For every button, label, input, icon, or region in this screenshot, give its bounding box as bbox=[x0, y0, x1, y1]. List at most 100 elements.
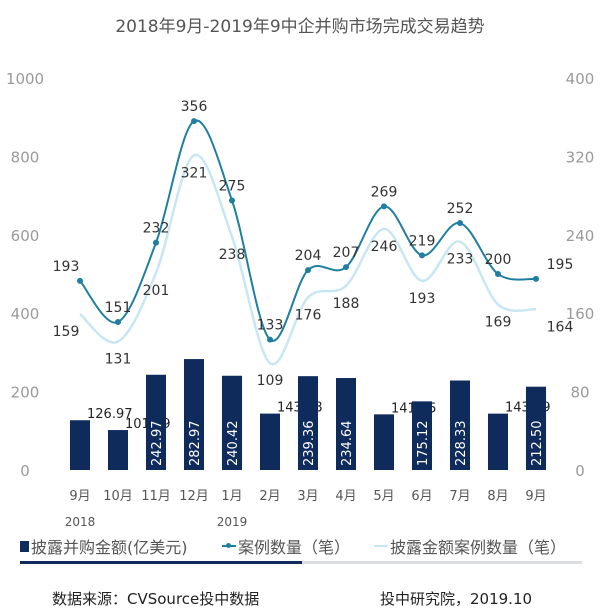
bar-data-label: 240.42 bbox=[226, 421, 241, 467]
x-axis-tick: 10月 bbox=[103, 489, 133, 504]
bar bbox=[450, 380, 470, 470]
x-axis-tick: 9月 bbox=[69, 489, 90, 504]
bar-data-label: 228.33 bbox=[454, 421, 469, 467]
x-axis-tick: 11月 bbox=[141, 489, 171, 504]
left-axis-tick: 400 bbox=[11, 305, 40, 323]
left-axis-tick: 0 bbox=[20, 462, 30, 480]
legend-item-amount: 披露并购金额(亿美元) bbox=[20, 534, 188, 558]
legend-label: 案例数量（笔） bbox=[238, 538, 351, 557]
disclosed-cases-data-label: 246 bbox=[371, 239, 398, 255]
disclosed-cases-line bbox=[79, 153, 537, 366]
cases-data-label: 151 bbox=[105, 300, 132, 316]
disclosed-cases-data-label: 188 bbox=[333, 296, 360, 312]
x-axis-tick: 6月 bbox=[411, 489, 432, 504]
disclosed-cases-data-label: 201 bbox=[143, 283, 170, 299]
bar bbox=[184, 359, 204, 470]
legend-item-disclosed-cases: 披露金额案例数量（笔） bbox=[374, 534, 566, 558]
cases-data-label: 356 bbox=[181, 99, 208, 115]
disclosed-cases-data-label: 321 bbox=[181, 165, 208, 181]
cases-point bbox=[229, 197, 235, 204]
x-axis-tick: 12月 bbox=[179, 489, 209, 504]
cases-data-label: 193 bbox=[53, 259, 80, 275]
right-axis-tick: 160 bbox=[566, 305, 595, 323]
disclosed-cases-data-label: 193 bbox=[409, 291, 436, 307]
bar bbox=[298, 376, 318, 470]
x-axis-tick: 8月 bbox=[487, 489, 508, 504]
legend-line-swatch bbox=[374, 545, 388, 547]
bar-data-label: 242.97 bbox=[150, 421, 165, 467]
cases-data-label: 204 bbox=[295, 248, 322, 264]
cases-point bbox=[77, 277, 83, 284]
x-axis-tick: 4月 bbox=[335, 489, 356, 504]
bar bbox=[70, 420, 90, 470]
bar-data-label: 175.12 bbox=[416, 421, 431, 467]
cases-point bbox=[305, 267, 311, 274]
bar bbox=[374, 414, 394, 470]
right-axis-tick: 0 bbox=[575, 462, 585, 480]
disclosed-cases-data-label: 176 bbox=[295, 308, 322, 324]
bar bbox=[526, 386, 546, 470]
cases-data-label: 269 bbox=[371, 184, 398, 200]
cases-point bbox=[419, 252, 425, 259]
cases-point bbox=[343, 264, 349, 271]
x-axis-tick: 3月 bbox=[297, 489, 318, 504]
left-axis-tick: 800 bbox=[11, 148, 40, 166]
cases-point bbox=[267, 336, 273, 343]
disclosed-cases-data-label: 131 bbox=[105, 352, 132, 368]
left-axis-tick: 600 bbox=[11, 227, 40, 245]
cases-point bbox=[381, 203, 387, 210]
cases-data-label: 133 bbox=[257, 318, 284, 334]
year-label: 2019 bbox=[217, 515, 248, 529]
right-axis-tick: 400 bbox=[566, 70, 595, 88]
disclosed-cases-data-label: 233 bbox=[447, 252, 474, 268]
bar-data-label: 126.97 bbox=[87, 407, 133, 422]
bar bbox=[146, 374, 166, 470]
left-axis-tick: 200 bbox=[11, 384, 40, 402]
cases-point bbox=[115, 319, 121, 326]
bar-data-label: 239.36 bbox=[302, 421, 317, 467]
year-label: 2018 bbox=[65, 515, 96, 529]
cases-data-label: 252 bbox=[447, 201, 474, 217]
cases-data-label: 207 bbox=[333, 245, 360, 261]
cases-point bbox=[495, 271, 501, 277]
right-axis-tick: 240 bbox=[566, 227, 595, 245]
disclosed-cases-data-label: 238 bbox=[219, 247, 246, 263]
x-axis-tick: 2月 bbox=[259, 489, 280, 504]
disclosed-cases-data-label: 164 bbox=[547, 319, 574, 335]
bar bbox=[222, 375, 242, 470]
legend-item-cases: 案例数量（笔） bbox=[222, 534, 350, 558]
cases-data-label: 200 bbox=[485, 252, 512, 268]
divider-light bbox=[302, 561, 582, 564]
disclosed-cases-data-label: 169 bbox=[485, 314, 512, 330]
cases-point bbox=[457, 220, 463, 227]
bar bbox=[336, 378, 356, 470]
legend-label: 披露并购金额(亿美元) bbox=[31, 538, 188, 557]
bar bbox=[412, 401, 432, 470]
right-axis-tick: 320 bbox=[566, 148, 595, 166]
right-axis-tick: 80 bbox=[570, 384, 589, 402]
x-axis-tick: 9月 bbox=[525, 489, 546, 504]
bar-data-label: 212.50 bbox=[530, 421, 545, 467]
chart-title: 2018年9月-2019年9中企并购市场完成交易趋势 bbox=[115, 17, 485, 37]
x-axis-tick: 5月 bbox=[373, 489, 394, 504]
cases-point bbox=[153, 239, 159, 246]
cases-data-label: 195 bbox=[547, 257, 574, 273]
cases-data-label: 232 bbox=[143, 221, 170, 237]
divider-dark bbox=[20, 561, 302, 564]
legend-bar-swatch bbox=[20, 540, 29, 552]
bar bbox=[488, 413, 508, 470]
cases-data-label: 275 bbox=[219, 179, 246, 195]
legend-label: 披露金额案例数量（笔） bbox=[390, 538, 567, 557]
disclosed-cases-data-label: 159 bbox=[53, 324, 80, 340]
footer-source: 数据来源：CVSource投中数据 bbox=[52, 590, 260, 608]
x-axis-tick: 1月 bbox=[221, 489, 242, 504]
disclosed-cases-data-label: 109 bbox=[257, 373, 284, 389]
cases-point bbox=[533, 275, 539, 282]
bar-data-label: 282.97 bbox=[188, 421, 203, 467]
bar-data-label: 234.64 bbox=[340, 421, 355, 467]
cases-point bbox=[191, 118, 197, 125]
bar bbox=[108, 430, 128, 470]
bar bbox=[260, 413, 280, 470]
